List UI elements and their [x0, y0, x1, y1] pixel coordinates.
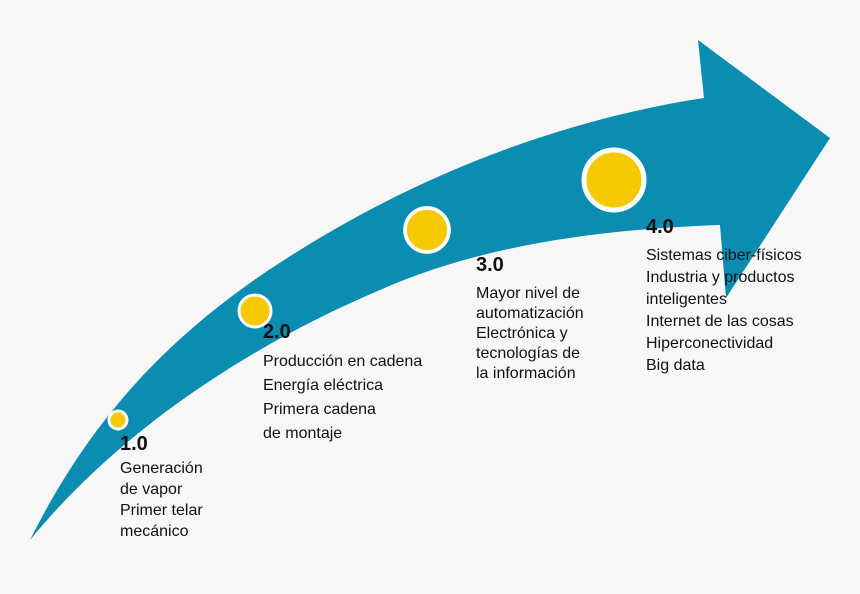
stage-item: mecánico: [120, 523, 189, 540]
stage-item: Generación: [120, 460, 203, 477]
stage-item: tecnologías de: [476, 345, 580, 362]
stage-item: de montaje: [263, 425, 342, 442]
stage-dot: [581, 147, 647, 213]
stage-item: Mayor nivel de: [476, 285, 580, 302]
stage-item: Primera cadena: [263, 401, 376, 418]
stage-label: 3.0: [476, 254, 504, 276]
stage-label: 1.0: [120, 433, 148, 455]
stage-label: 4.0: [646, 216, 674, 238]
stage-item: Electrónica y: [476, 325, 568, 342]
stage-item: la información: [476, 365, 576, 382]
stage-item: automatización: [476, 305, 584, 322]
stage-dot: [107, 409, 129, 431]
stage-item: inteligentes: [646, 291, 727, 308]
stage-item: Primer telar: [120, 502, 203, 519]
stage-item: Hiperconectividad: [646, 335, 773, 352]
stage-dot: [403, 206, 451, 254]
stage-label: 2.0: [263, 321, 291, 343]
stage-item: Energía eléctrica: [263, 377, 383, 394]
stage-dot: [237, 293, 273, 329]
stage-item: Sistemas ciber-físicos: [646, 247, 802, 264]
stage-item: de vapor: [120, 481, 183, 498]
stage-item: Industria y productos: [646, 269, 795, 286]
stage-item: Producción en cadena: [263, 353, 422, 370]
stage-item: Internet de las cosas: [646, 313, 794, 330]
stage-item: Big data: [646, 357, 705, 374]
